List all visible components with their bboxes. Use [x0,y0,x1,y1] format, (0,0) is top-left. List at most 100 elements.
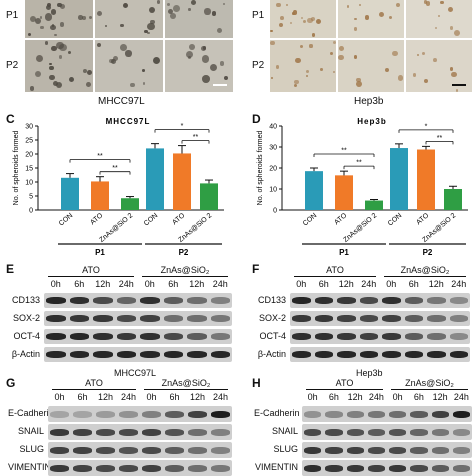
spheroid [338,46,344,51]
bar [417,149,435,210]
blot-band [337,315,356,322]
chart-title: Hep3b [357,117,386,126]
spheroid [57,2,62,8]
category-label: ATO [89,212,104,227]
blot-band [337,333,356,340]
time-label: 12h [432,392,448,402]
spheroid [278,22,284,28]
spheroid [55,81,62,88]
spheroid [29,15,36,22]
panel-letter-d: D [252,112,261,126]
condition-underline [52,389,136,390]
row-label-p2: P2 [6,60,19,71]
blot-band [325,464,343,472]
condition-underline [144,389,228,390]
spheroid [83,68,88,73]
marker-label: VIMENTIN [254,462,298,472]
spheroid [52,81,58,87]
spheroid [105,25,108,28]
spheroid [120,43,128,51]
spheroid [59,55,63,59]
micrograph-image [406,0,472,38]
y-tick-label: 10 [269,187,277,194]
blot-band [449,333,468,340]
blot-band [427,333,446,340]
condition-label: ZnAs@SiO₂ [400,265,450,275]
spheroid [425,0,431,6]
significance-label: * [181,123,184,130]
blot-band [210,297,230,304]
time-label: 6h [77,392,88,402]
spheroid [150,19,155,25]
blot-band [46,333,66,340]
spheroid [389,15,393,20]
blot-band [96,410,115,418]
blot-band [427,297,446,304]
blot-band [69,351,89,358]
blot-band [163,297,183,304]
category-label: CON [302,212,318,227]
blot-band [69,333,89,340]
blot-band [163,315,183,322]
significance-label: ** [341,148,347,155]
y-tick-label: 0 [273,208,277,215]
blot-band [427,351,446,358]
group-label: P1 [339,248,349,257]
blot-band [140,315,160,322]
spheroid [353,26,358,31]
spheroid [320,68,324,71]
time-label: 0h [54,392,65,402]
blot-band [163,351,183,358]
blot-strip [44,329,232,344]
blot-band [188,410,207,418]
spheroid [449,26,454,30]
spheroid [49,74,56,81]
time-label: 12h [347,392,363,402]
blot-band [389,446,407,454]
blot-strip [44,347,232,362]
spheroid [59,22,65,27]
blot-band [50,410,69,418]
blot-band [314,351,333,358]
spheroid [397,75,404,81]
group-label: P1 [95,248,105,257]
blot-band [449,315,468,322]
y-axis-label: No. of spheroids formed [257,131,264,206]
time-label: 6h [413,392,424,402]
blot-band [96,428,115,436]
spheroid [188,8,191,11]
blot-band [73,428,92,436]
category-label: CON [58,212,74,227]
bar [173,153,191,210]
blot-band [367,410,385,418]
spheroid [170,13,177,19]
spheroid [200,45,206,52]
spheroid [310,16,316,21]
spheroid [109,58,114,63]
spheroid [146,31,150,35]
blot-band [346,446,364,454]
spheroid [454,29,460,36]
marker-label: E-Cadherin [254,408,300,418]
spheroid [440,0,444,5]
blot-band [119,428,138,436]
condition-label: ATO [85,378,103,388]
spheroid [86,81,91,87]
spheroid [44,41,48,45]
blot-band [410,410,428,418]
blot-strip [302,406,472,422]
spheroid [78,15,83,20]
panel-letter-e: E [6,262,15,276]
blot-band [382,351,401,358]
spheroid [156,0,161,4]
bar [200,183,218,210]
spheroid [45,5,51,11]
spheroid [49,63,52,66]
spheroid [147,22,155,31]
y-tick-label: 25 [25,138,33,145]
condition-label: ATO [326,265,344,275]
condition-underline [391,389,468,390]
spheroid [210,63,218,71]
spheroid [299,44,303,48]
blot-strip [290,347,470,362]
